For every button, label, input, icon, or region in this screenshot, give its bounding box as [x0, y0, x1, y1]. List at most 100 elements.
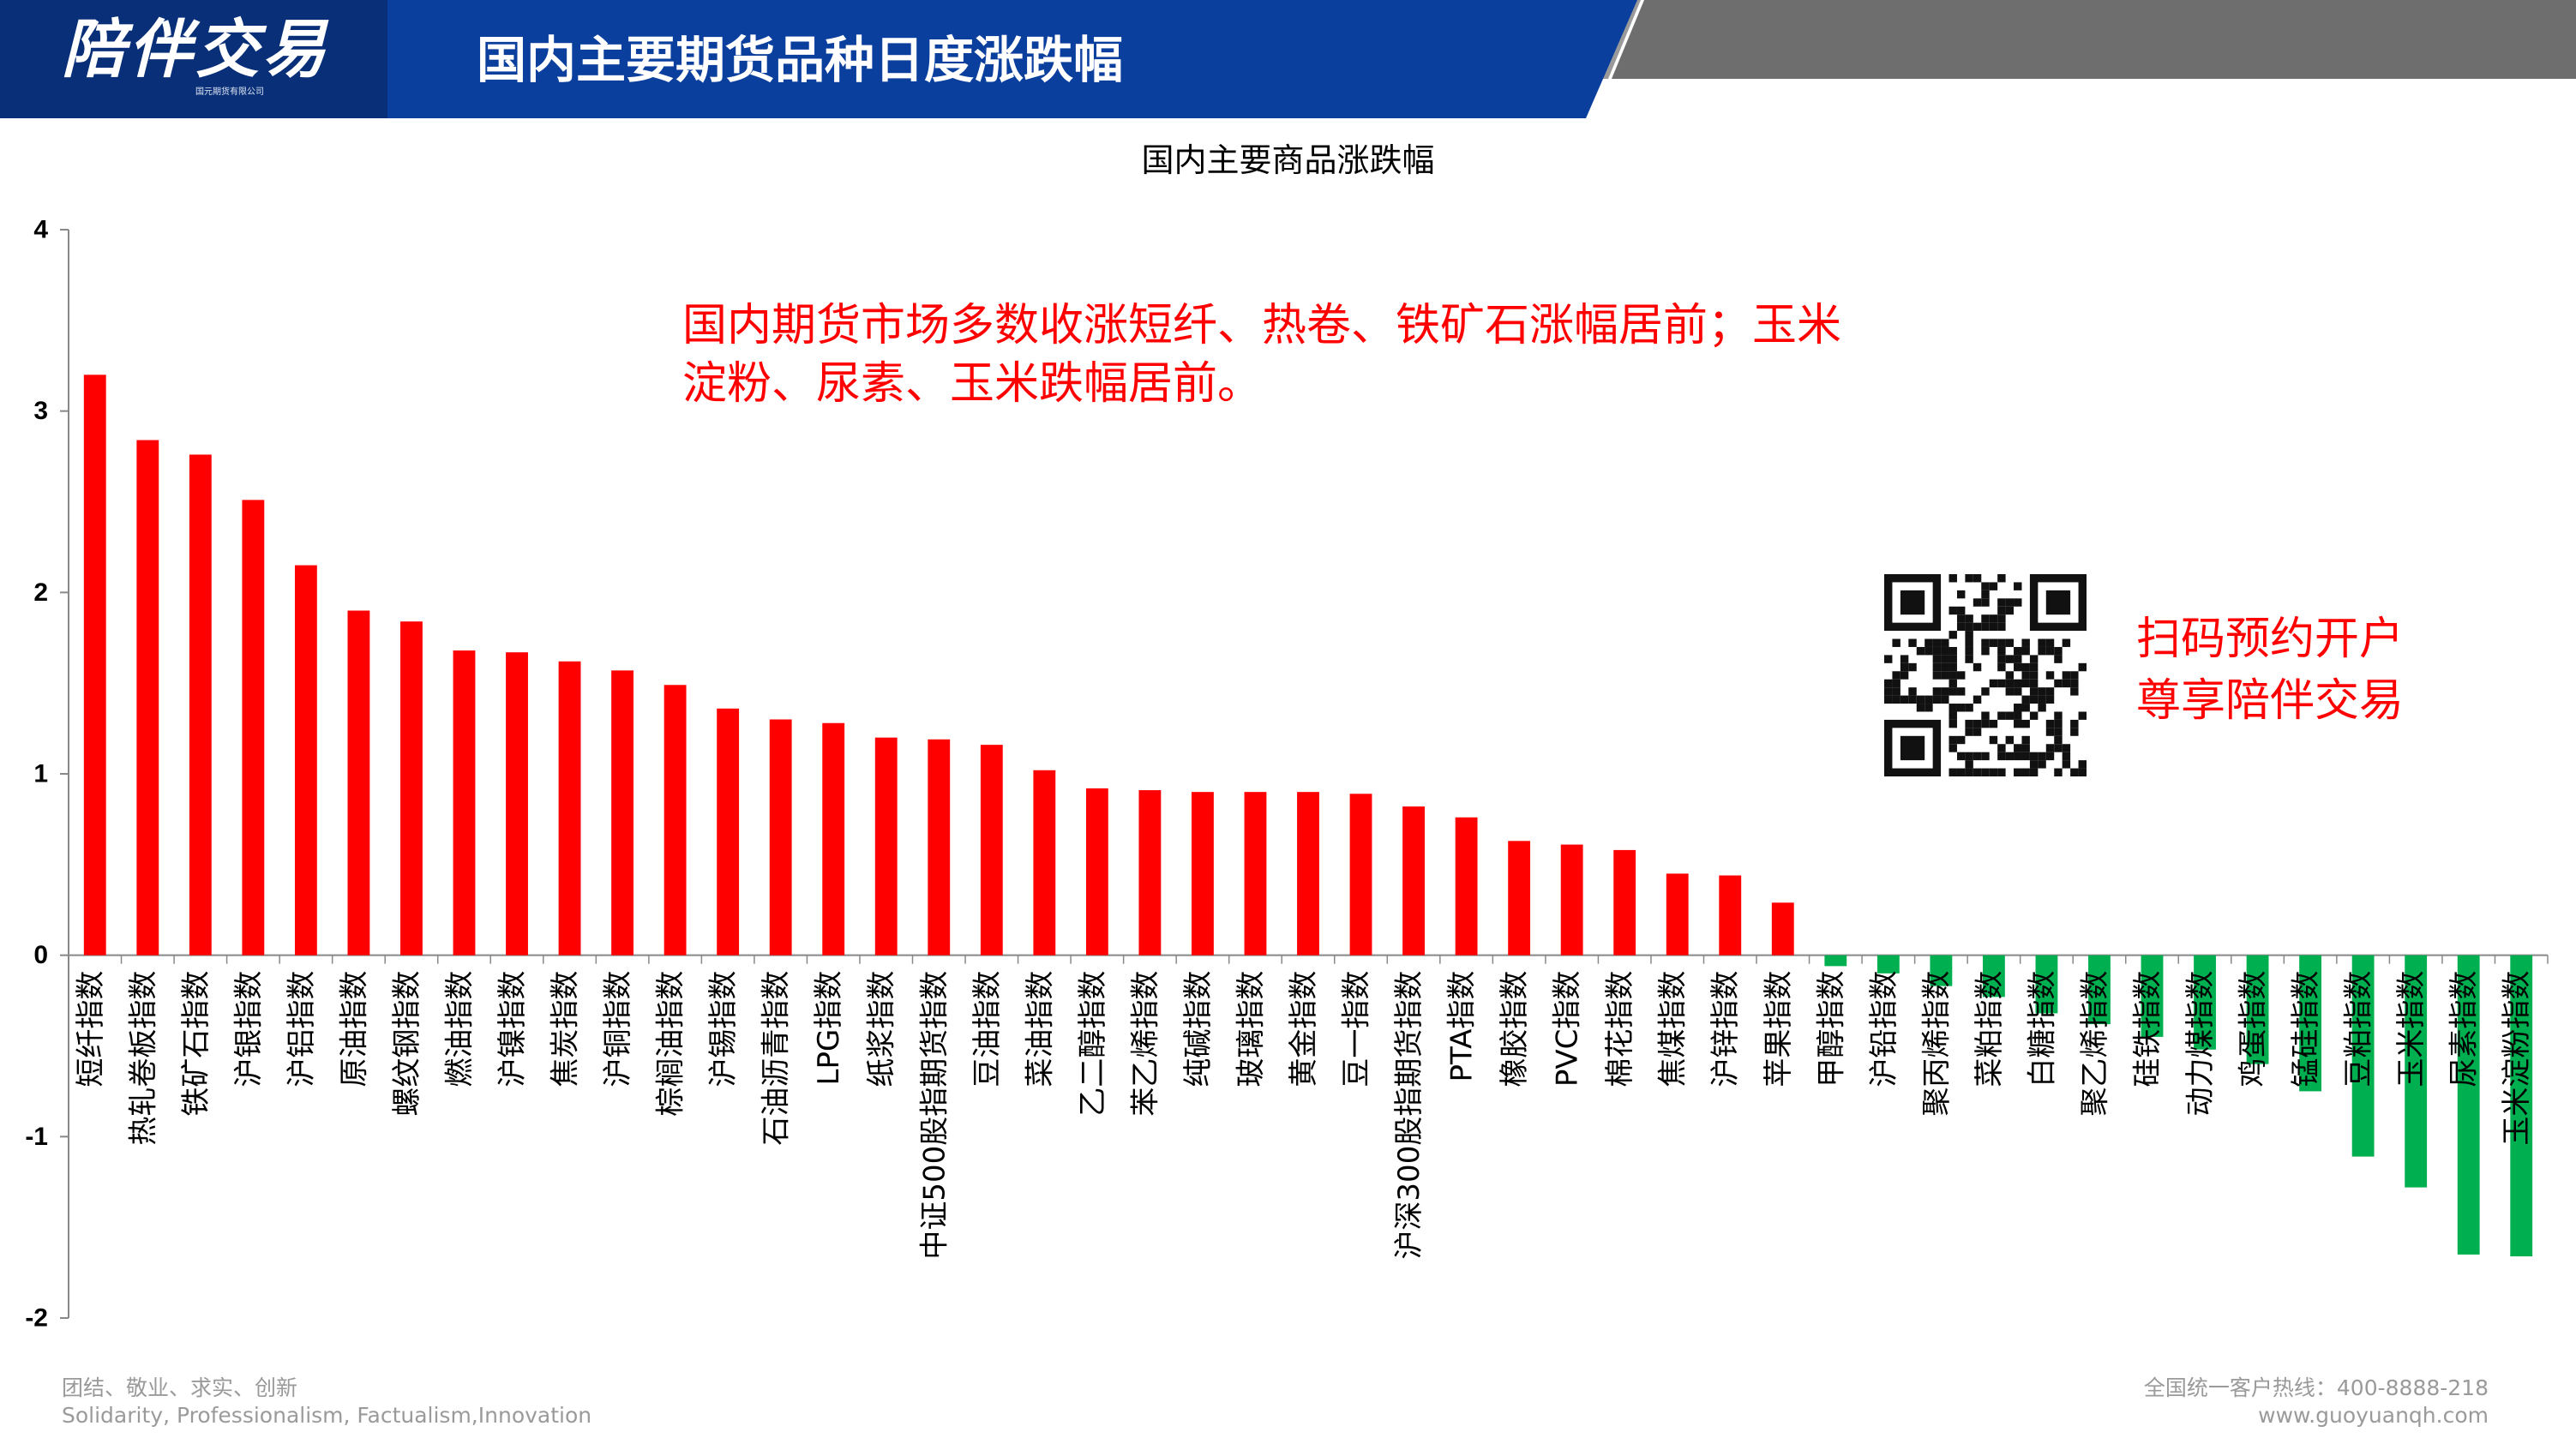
x-category-label: 锰硅指数	[2289, 971, 2323, 1088]
bar	[2457, 955, 2480, 1255]
x-category-label: 沪镍指数	[495, 971, 530, 1088]
x-category-label: 石油沥青指数	[760, 971, 794, 1146]
qr-promo-line-2: 尊享陪伴交易	[2136, 675, 2405, 727]
bar	[1824, 955, 1847, 967]
bar	[2510, 955, 2533, 1257]
bar	[1666, 873, 1689, 956]
bar	[506, 652, 528, 956]
x-category-label: 棉花指数	[1603, 971, 1637, 1088]
x-category-label: 菜粕指数	[1973, 971, 2007, 1088]
y-tick-label: 1	[33, 760, 48, 788]
x-category-label: LPG指数	[812, 971, 846, 1086]
x-category-label: 聚乙烯指数	[2078, 971, 2112, 1117]
y-tick-label: 0	[33, 941, 48, 969]
x-category-label: 玉米指数	[2394, 971, 2429, 1088]
bar	[1982, 955, 2005, 998]
bar	[400, 621, 423, 956]
bar	[294, 565, 317, 956]
bar	[1138, 790, 1162, 956]
x-category-label: 沪铜指数	[601, 971, 635, 1088]
x-category-label: 沪深300股指期货指数	[1392, 971, 1426, 1260]
bar	[1771, 902, 1794, 956]
bar	[242, 500, 265, 956]
x-category-label: 沪银指数	[231, 971, 266, 1088]
bar	[2035, 955, 2058, 1014]
bar	[1613, 849, 1636, 956]
x-category-label: 尿素指数	[2447, 971, 2482, 1088]
x-category-label: 中证500股指期货指数	[917, 971, 952, 1260]
x-category-label: 豆一指数	[1340, 971, 1374, 1088]
x-category-label: 焦煤指数	[1656, 971, 1690, 1088]
bar	[2141, 955, 2164, 1037]
qr-promo-line-1: 扫码预约开户	[2136, 614, 2405, 665]
y-tick-label: -1	[25, 1123, 48, 1151]
x-category-label: 橡胶指数	[1498, 971, 1532, 1088]
x-category-label: 沪铝指数	[285, 971, 319, 1088]
x-category-label: 燃油指数	[442, 971, 477, 1088]
x-category-label: 聚丙烯指数	[1919, 971, 1954, 1117]
bar	[822, 722, 845, 956]
header-background	[0, 0, 2576, 118]
x-category-label: 棕榈油指数	[654, 971, 688, 1117]
bar	[717, 708, 740, 956]
bar	[453, 650, 476, 956]
qr-code-icon	[1884, 574, 2087, 776]
bar	[611, 670, 634, 956]
header-blue-band	[0, 0, 1637, 118]
footer-slogan-en: Solidarity, Professionalism, Factualism,…	[62, 1403, 592, 1428]
bar	[1930, 955, 1953, 986]
bar	[928, 739, 951, 956]
x-category-label: 菜油指数	[1023, 971, 1057, 1088]
logo-subtext: 国元期货有限公司	[195, 87, 264, 97]
x-category-label: 硅铁指数	[2131, 971, 2165, 1088]
annotation-line-1: 国内期货市场多数收涨短纤、热卷、铁矿石涨幅居前；玉米	[682, 300, 1842, 351]
footer-hotline: 全国统一客户热线：400-8888-218	[2143, 1375, 2489, 1400]
footer-website: www.guoyuanqh.com	[2258, 1403, 2489, 1428]
bar	[1192, 792, 1214, 956]
x-category-label: 苹果指数	[1762, 971, 1796, 1088]
bar	[558, 661, 581, 956]
bar	[189, 454, 212, 956]
bar	[83, 374, 106, 956]
x-category-label: 玉米淀粉指数	[2500, 971, 2534, 1146]
bar	[2299, 955, 2322, 1092]
chart-bars	[83, 374, 2533, 1257]
x-category-label: 豆油指数	[970, 971, 1005, 1088]
x-category-label: 动力煤指数	[2183, 971, 2218, 1117]
x-category-label: PVC指数	[1551, 971, 1585, 1088]
bar	[1244, 792, 1267, 956]
bar	[1349, 794, 1372, 956]
chart-title: 国内主要商品涨跌幅	[1141, 141, 1435, 179]
qr-promo-text: 扫码预约开户 尊享陪伴交易	[2136, 608, 2496, 732]
bar	[1719, 875, 1742, 956]
footer-contact: 全国统一客户热线：400-8888-218 www.guoyuanqh.com	[2144, 1375, 2489, 1429]
x-category-label: 乙二醇指数	[1076, 971, 1110, 1117]
bar	[1508, 841, 1531, 956]
x-category-label: 热轧卷板指数	[126, 971, 160, 1146]
footer-slogan-cn: 团结、敬业、求实、创新	[62, 1375, 298, 1400]
x-category-label: 豆粕指数	[2342, 971, 2376, 1088]
header-banner: 陪伴交易 国元期货有限公司 国内主要期货品种日度涨跌幅	[0, 0, 2576, 120]
bar	[874, 737, 898, 956]
x-category-label: 纸浆指数	[865, 971, 899, 1088]
x-category-label: 短纤指数	[74, 971, 108, 1088]
footer-slogan: 团结、敬业、求实、创新 Solidarity, Professionalism,…	[62, 1375, 591, 1429]
x-category-label: 沪铅指数	[1867, 971, 1901, 1088]
x-category-label: 螺纹钢指数	[390, 971, 424, 1117]
y-tick-label: 4	[33, 216, 48, 244]
bar	[2088, 955, 2111, 1025]
x-category-label: 苯乙烯指数	[1128, 971, 1162, 1117]
x-category-label: 原油指数	[337, 971, 371, 1088]
bar	[1560, 844, 1583, 956]
bar	[2351, 955, 2375, 1157]
x-category-label: 黄金指数	[1287, 971, 1321, 1088]
x-category-label: 甲醇指数	[1814, 971, 1848, 1088]
chart-annotation: 国内期货市场多数收涨短纤、热卷、铁矿石涨幅居前；玉米 淀粉、尿素、玉米跌幅居前。	[682, 297, 1985, 413]
bar	[980, 745, 1003, 956]
chart-category-labels: 短纤指数 热轧卷板指数 铁矿石指数 沪银指数 沪铝指数 原油指数 螺纹钢指数 燃油指数 沪镍指数…	[74, 971, 2534, 1260]
bar	[1085, 788, 1108, 956]
bar	[1297, 792, 1319, 956]
bar	[769, 719, 792, 956]
bar	[664, 685, 687, 956]
page-title: 国内主要期货品种日度涨跌幅	[477, 31, 1124, 89]
